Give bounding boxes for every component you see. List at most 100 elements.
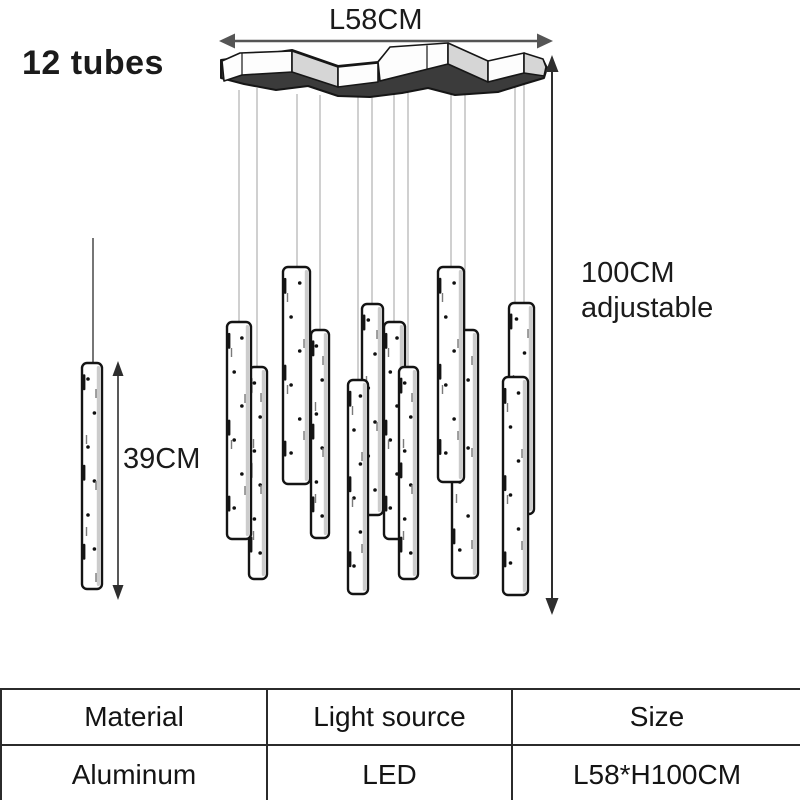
- perforation-dot: [452, 349, 456, 353]
- tube-edge-accent: [503, 475, 507, 492]
- perforation-dot: [408, 415, 413, 419]
- perforation-dot: [258, 415, 262, 419]
- perforation-dot: [314, 344, 319, 348]
- spec-header-light-source: Light source: [268, 690, 513, 746]
- canopy-face-gray: [523, 52, 547, 77]
- width-dimension-label: L58CM: [329, 4, 423, 36]
- perforation-dot: [240, 404, 244, 408]
- perforation-dot: [388, 506, 393, 510]
- tube-edge-accent: [82, 374, 86, 391]
- tube-edge-accent: [227, 419, 231, 436]
- tube-shading: [528, 306, 532, 511]
- tube-edge-accent: [503, 551, 507, 568]
- perforation-dot: [373, 420, 377, 424]
- led-tube: [225, 320, 253, 541]
- ceiling-canopy: [220, 42, 548, 98]
- perforation-dot: [314, 480, 319, 484]
- tube-shading: [412, 370, 416, 576]
- perforation-dot: [92, 547, 97, 551]
- spec-header-size: Size: [513, 690, 800, 746]
- arrow-up-icon: [112, 361, 124, 376]
- perforation-dot: [240, 472, 244, 476]
- tube-edge-accent: [399, 536, 403, 553]
- perforation-dot: [289, 451, 293, 455]
- perforation-dot: [320, 514, 324, 518]
- tube-edge-accent: [509, 313, 513, 330]
- perforation-dot: [366, 318, 371, 322]
- tube-shading: [96, 366, 100, 586]
- perforation-dot: [297, 417, 302, 421]
- tube-edge-accent: [348, 390, 352, 407]
- tube-edge-accent: [438, 363, 442, 380]
- perforation-dot: [388, 438, 393, 442]
- perforation-dot: [86, 513, 90, 517]
- tube-shading: [261, 370, 265, 576]
- canopy-face-white: [337, 62, 379, 88]
- tube-body: [281, 265, 312, 486]
- tube-edge-accent: [249, 536, 253, 553]
- perforation-dot: [466, 514, 470, 518]
- led-tube: [501, 375, 530, 597]
- perforation-dot: [232, 506, 236, 510]
- tube-length-arrow: [112, 361, 124, 600]
- perforation-dot: [232, 370, 236, 374]
- perforation-dot: [444, 383, 448, 387]
- perforation-dot: [358, 530, 363, 534]
- spec-value-size: L58*H100CM: [513, 746, 800, 800]
- led-tubes: [80, 265, 536, 597]
- perforation-dot: [395, 336, 399, 340]
- tube-edge-accent: [348, 551, 352, 568]
- perforation-dot: [252, 381, 257, 385]
- arrow-down-icon: [545, 598, 559, 615]
- perforation-dot: [508, 425, 513, 429]
- perforation-dot: [516, 527, 521, 531]
- tube-body: [436, 265, 466, 484]
- perforation-dot: [352, 428, 356, 432]
- perforation-dot: [92, 411, 97, 415]
- perforation-dot: [508, 561, 513, 565]
- tube-edge-accent: [348, 476, 352, 493]
- height-dimension-label: 100CM adjustable: [581, 256, 713, 326]
- tube-edge-accent: [311, 423, 315, 440]
- perforation-dot: [297, 349, 302, 353]
- perforation-dot: [373, 352, 377, 356]
- tube-edge-accent: [362, 314, 366, 331]
- tube-edge-accent: [399, 377, 403, 394]
- tube-body: [225, 320, 253, 541]
- tube-shading: [362, 383, 366, 591]
- tube-edge-accent: [384, 419, 388, 436]
- height-dimension-value: 100CM: [581, 257, 675, 289]
- tube-edge-accent: [82, 464, 86, 481]
- tube-body: [501, 375, 530, 597]
- perforation-dot: [402, 517, 407, 521]
- tube-length-label: 39CM: [123, 443, 201, 475]
- led-tube: [309, 328, 331, 540]
- tube-edge-accent: [227, 495, 231, 512]
- tube-edge-accent: [283, 364, 287, 381]
- arrow-up-icon: [545, 55, 559, 72]
- arrow-right-icon: [537, 33, 553, 49]
- tube-shading: [304, 270, 308, 481]
- tube-shading: [245, 325, 249, 536]
- tube-edge-accent: [311, 340, 315, 357]
- perforation-dot: [516, 391, 521, 395]
- perforation-dot: [444, 451, 448, 455]
- tube-edge-accent: [283, 440, 287, 457]
- perforation-dot: [373, 488, 377, 492]
- height-dimension-arrow: [545, 55, 559, 615]
- tube-shading: [522, 380, 526, 592]
- perforation-dot: [402, 449, 407, 453]
- perforation-dot: [320, 378, 324, 382]
- perforation-dot: [466, 378, 470, 382]
- tube-shading: [323, 333, 327, 535]
- width-dimension-arrow: [219, 33, 553, 49]
- perforation-dot: [358, 394, 363, 398]
- perforation-dot: [297, 281, 302, 285]
- perforation-dot: [252, 517, 257, 521]
- perforation-dot: [92, 479, 97, 483]
- tube-edge-accent: [384, 495, 388, 512]
- tube-edge-accent: [503, 387, 507, 404]
- perforation-dot: [514, 317, 519, 321]
- spec-value-light-source: LED: [268, 746, 513, 800]
